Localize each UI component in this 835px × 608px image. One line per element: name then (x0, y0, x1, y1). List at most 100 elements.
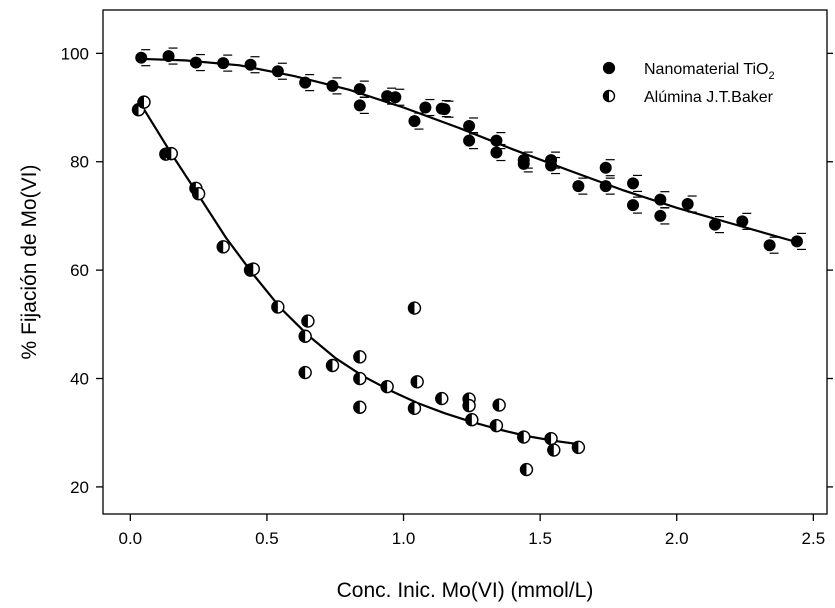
data-point-nanomaterial (438, 100, 454, 118)
data-point-nanomaterial (353, 96, 369, 114)
marker (135, 51, 148, 64)
data-point-alumina (191, 187, 206, 201)
marker (790, 235, 803, 248)
data-point-alumina (216, 240, 230, 254)
data-point-alumina (353, 371, 367, 386)
marker (736, 215, 749, 228)
data-point-nanomaterial (189, 53, 205, 72)
legend-label-alumina: Alúmina J.T.Baker (644, 89, 774, 106)
data-point-alumina (271, 300, 285, 314)
marker (545, 159, 558, 172)
marker (408, 115, 421, 128)
data-point-nanomaterial (517, 155, 533, 173)
marker-fill-half (159, 148, 166, 161)
fit-curve-nanomaterial (138, 57, 801, 245)
data-markers (131, 47, 806, 477)
marker-fill-half (411, 375, 418, 388)
marker (490, 134, 503, 147)
marker (463, 134, 476, 147)
y-tick-label: 80 (70, 153, 89, 172)
marker (599, 161, 612, 174)
x-tick-label: 2.0 (665, 529, 689, 548)
data-point-alumina (517, 430, 531, 444)
marker (419, 101, 432, 114)
marker-fill-half (381, 380, 388, 393)
plot-border (102, 9, 828, 515)
data-point-alumina (407, 301, 422, 315)
fit-curve-alumina (140, 104, 579, 446)
marker-fill-half (165, 147, 172, 160)
marker (763, 239, 776, 252)
data-point-alumina (301, 314, 315, 328)
marker-fill-half (132, 103, 139, 116)
marker (490, 146, 503, 159)
x-tick-label: 0.5 (255, 529, 279, 548)
data-point-alumina (380, 379, 394, 394)
data-point-alumina (519, 462, 534, 477)
marker (353, 83, 366, 96)
data-point-nanomaterial (135, 49, 151, 67)
data-point-alumina (410, 375, 424, 389)
marker-fill-half (271, 300, 278, 313)
data-point-alumina (325, 358, 340, 373)
marker (681, 198, 694, 211)
data-point-alumina (353, 350, 367, 364)
data-point-nanomaterial (654, 207, 670, 225)
data-point-alumina (462, 398, 476, 413)
legend-half-marker (602, 89, 616, 103)
marker (299, 76, 312, 89)
legend-item-alumina: Alúmina J.T.Baker (602, 89, 774, 106)
data-point-nanomaterial (763, 236, 779, 254)
marker-fill-half (517, 431, 524, 444)
marker-fill-half (353, 401, 360, 414)
data-point-nanomaterial (708, 216, 724, 234)
marker (572, 180, 585, 193)
data-point-nanomaterial (627, 174, 643, 193)
marker-fill-half (299, 330, 306, 343)
marker-fill-half (408, 302, 415, 315)
marker (654, 193, 667, 206)
y-axis-title: % Fijación de Mo(VI) (18, 165, 41, 360)
x-tick-label: 2.5 (802, 529, 826, 548)
data-point-alumina (465, 413, 479, 427)
marker-fill-half (192, 187, 199, 200)
x-axis: 0.0 0.5 1.0 1.5 2.0 2.5 (119, 514, 826, 548)
data-point-nanomaterial (627, 196, 643, 214)
legend-marker-filled-circle (602, 61, 616, 75)
data-point-alumina (489, 418, 504, 433)
marker (162, 50, 175, 63)
data-point-alumina (544, 431, 558, 446)
marker-fill-half (572, 441, 579, 454)
legend-item-nanomaterial: Nanomaterial TiO2 (602, 61, 775, 82)
x-tick-label: 1.5 (528, 529, 552, 548)
legend: Nanomaterial TiO2 Alúmina J.T.Baker (602, 61, 775, 106)
marker (708, 218, 721, 231)
data-point-nanomaterial (490, 143, 506, 162)
marker-fill-half (603, 90, 609, 102)
marker (271, 65, 284, 78)
data-point-alumina (298, 329, 312, 343)
marker-fill-half (353, 350, 360, 363)
marker (217, 57, 230, 70)
y-tick-label: 20 (70, 478, 89, 497)
marker-fill-half (545, 432, 552, 445)
data-point-nanomaterial (217, 54, 233, 72)
data-point-nanomaterial (326, 77, 342, 95)
data-point-alumina (435, 391, 449, 406)
marker-fill-half (520, 463, 527, 476)
marker (654, 209, 667, 222)
marker (599, 180, 612, 193)
marker (517, 157, 530, 170)
marker-fill-half (435, 392, 442, 405)
x-tick-label: 1.0 (392, 529, 416, 548)
data-point-nanomaterial (419, 98, 435, 117)
x-tick-label: 0.0 (119, 529, 143, 548)
marker (189, 56, 202, 69)
marker-fill-half (301, 315, 308, 328)
marker (244, 58, 257, 71)
data-point-nanomaterial (545, 156, 561, 175)
marker (438, 103, 451, 116)
marker (627, 199, 640, 212)
marker-fill-half (490, 419, 497, 432)
